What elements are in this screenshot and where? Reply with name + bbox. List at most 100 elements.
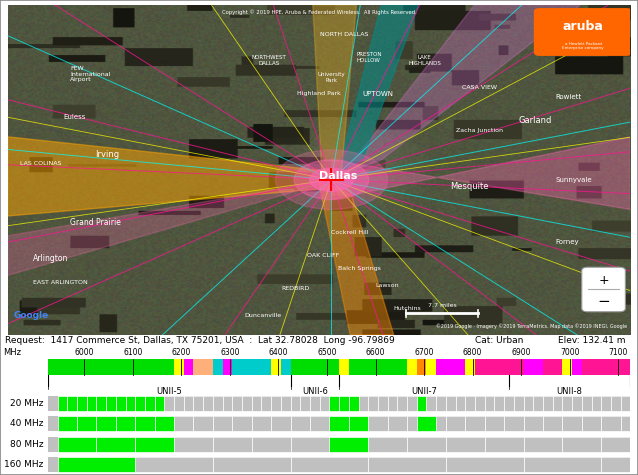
Bar <box>446 416 465 431</box>
Text: REDBIRD: REDBIRD <box>281 286 310 291</box>
Text: 6300: 6300 <box>220 348 240 357</box>
Bar <box>290 359 339 375</box>
Bar <box>87 396 96 411</box>
Bar <box>154 396 165 411</box>
Bar <box>388 416 407 431</box>
Bar <box>290 416 310 431</box>
Bar <box>591 396 601 411</box>
Bar <box>96 416 116 431</box>
Bar <box>485 396 494 411</box>
Bar <box>252 396 262 411</box>
Bar <box>57 437 96 452</box>
Bar <box>193 396 203 411</box>
Bar <box>262 396 271 411</box>
Bar <box>446 396 456 411</box>
Text: Euless: Euless <box>64 114 86 120</box>
Bar <box>349 396 359 411</box>
Bar <box>417 416 436 431</box>
Bar <box>67 396 77 411</box>
Polygon shape <box>338 5 419 173</box>
FancyBboxPatch shape <box>534 8 632 56</box>
Text: Duncanville: Duncanville <box>244 313 281 318</box>
Text: Cockrell Hill: Cockrell Hill <box>332 230 369 235</box>
Text: 6200: 6200 <box>172 348 191 357</box>
Bar <box>48 457 630 472</box>
Bar <box>116 416 135 431</box>
Text: EAST ARLINGTON: EAST ARLINGTON <box>33 280 87 285</box>
Bar <box>543 359 562 375</box>
Bar <box>281 359 290 375</box>
Text: 160 MHz: 160 MHz <box>4 460 43 469</box>
Bar <box>446 437 485 452</box>
Bar <box>436 396 446 411</box>
Text: UPTOWN: UPTOWN <box>362 91 394 97</box>
Bar <box>223 396 232 411</box>
Bar <box>57 457 135 472</box>
Bar <box>174 396 184 411</box>
Bar <box>116 396 126 411</box>
Bar <box>145 396 154 411</box>
Polygon shape <box>8 137 332 216</box>
Bar <box>494 396 504 411</box>
Bar <box>48 416 630 431</box>
Text: University
Park: University Park <box>318 72 345 83</box>
Bar <box>572 359 582 375</box>
Bar <box>174 416 193 431</box>
Bar <box>290 457 368 472</box>
Polygon shape <box>319 183 394 335</box>
Bar <box>87 396 96 411</box>
Bar <box>407 416 426 431</box>
Bar <box>524 396 533 411</box>
Bar <box>145 396 154 411</box>
Text: Sunnyvale: Sunnyvale <box>556 177 592 183</box>
Text: 80 MHz: 80 MHz <box>10 440 43 448</box>
Bar <box>310 416 329 431</box>
Bar <box>582 396 591 411</box>
Text: 6700: 6700 <box>414 348 434 357</box>
Bar <box>48 437 630 452</box>
Bar <box>601 396 611 411</box>
Bar <box>621 416 638 431</box>
Bar <box>281 396 290 411</box>
Bar <box>48 396 630 411</box>
Bar <box>213 359 223 375</box>
Bar <box>116 416 135 431</box>
Text: PRESTON
HOLLOW: PRESTON HOLLOW <box>356 52 382 63</box>
Bar <box>572 396 582 411</box>
Text: Cat: Urban: Cat: Urban <box>475 336 524 344</box>
Bar <box>397 396 407 411</box>
Text: Mesquite: Mesquite <box>450 182 488 191</box>
Text: Irving: Irving <box>95 151 119 160</box>
Bar <box>213 396 223 411</box>
Bar <box>96 396 106 411</box>
Bar <box>426 359 436 375</box>
Bar <box>135 396 145 411</box>
Bar <box>426 416 446 431</box>
FancyBboxPatch shape <box>582 267 625 312</box>
Bar <box>368 457 446 472</box>
Bar <box>135 416 154 431</box>
Text: 7.7 miles: 7.7 miles <box>428 303 457 308</box>
Bar <box>193 416 213 431</box>
Bar <box>621 396 630 411</box>
Bar <box>310 396 320 411</box>
Bar <box>359 396 368 411</box>
Bar <box>77 396 87 411</box>
Bar <box>339 396 349 411</box>
Bar <box>77 396 87 411</box>
Bar <box>417 396 426 411</box>
Bar <box>135 437 174 452</box>
Text: Google: Google <box>14 311 49 320</box>
Text: Grand Prairie: Grand Prairie <box>70 218 121 227</box>
Text: aruba: aruba <box>563 19 604 33</box>
Bar <box>407 437 446 452</box>
Bar <box>485 437 524 452</box>
Text: 6400: 6400 <box>269 348 288 357</box>
Bar <box>329 437 368 452</box>
Bar <box>232 359 271 375</box>
Bar <box>436 359 465 375</box>
Bar <box>57 396 67 411</box>
Bar <box>504 416 524 431</box>
Text: 6800: 6800 <box>463 348 482 357</box>
Bar <box>329 416 349 431</box>
